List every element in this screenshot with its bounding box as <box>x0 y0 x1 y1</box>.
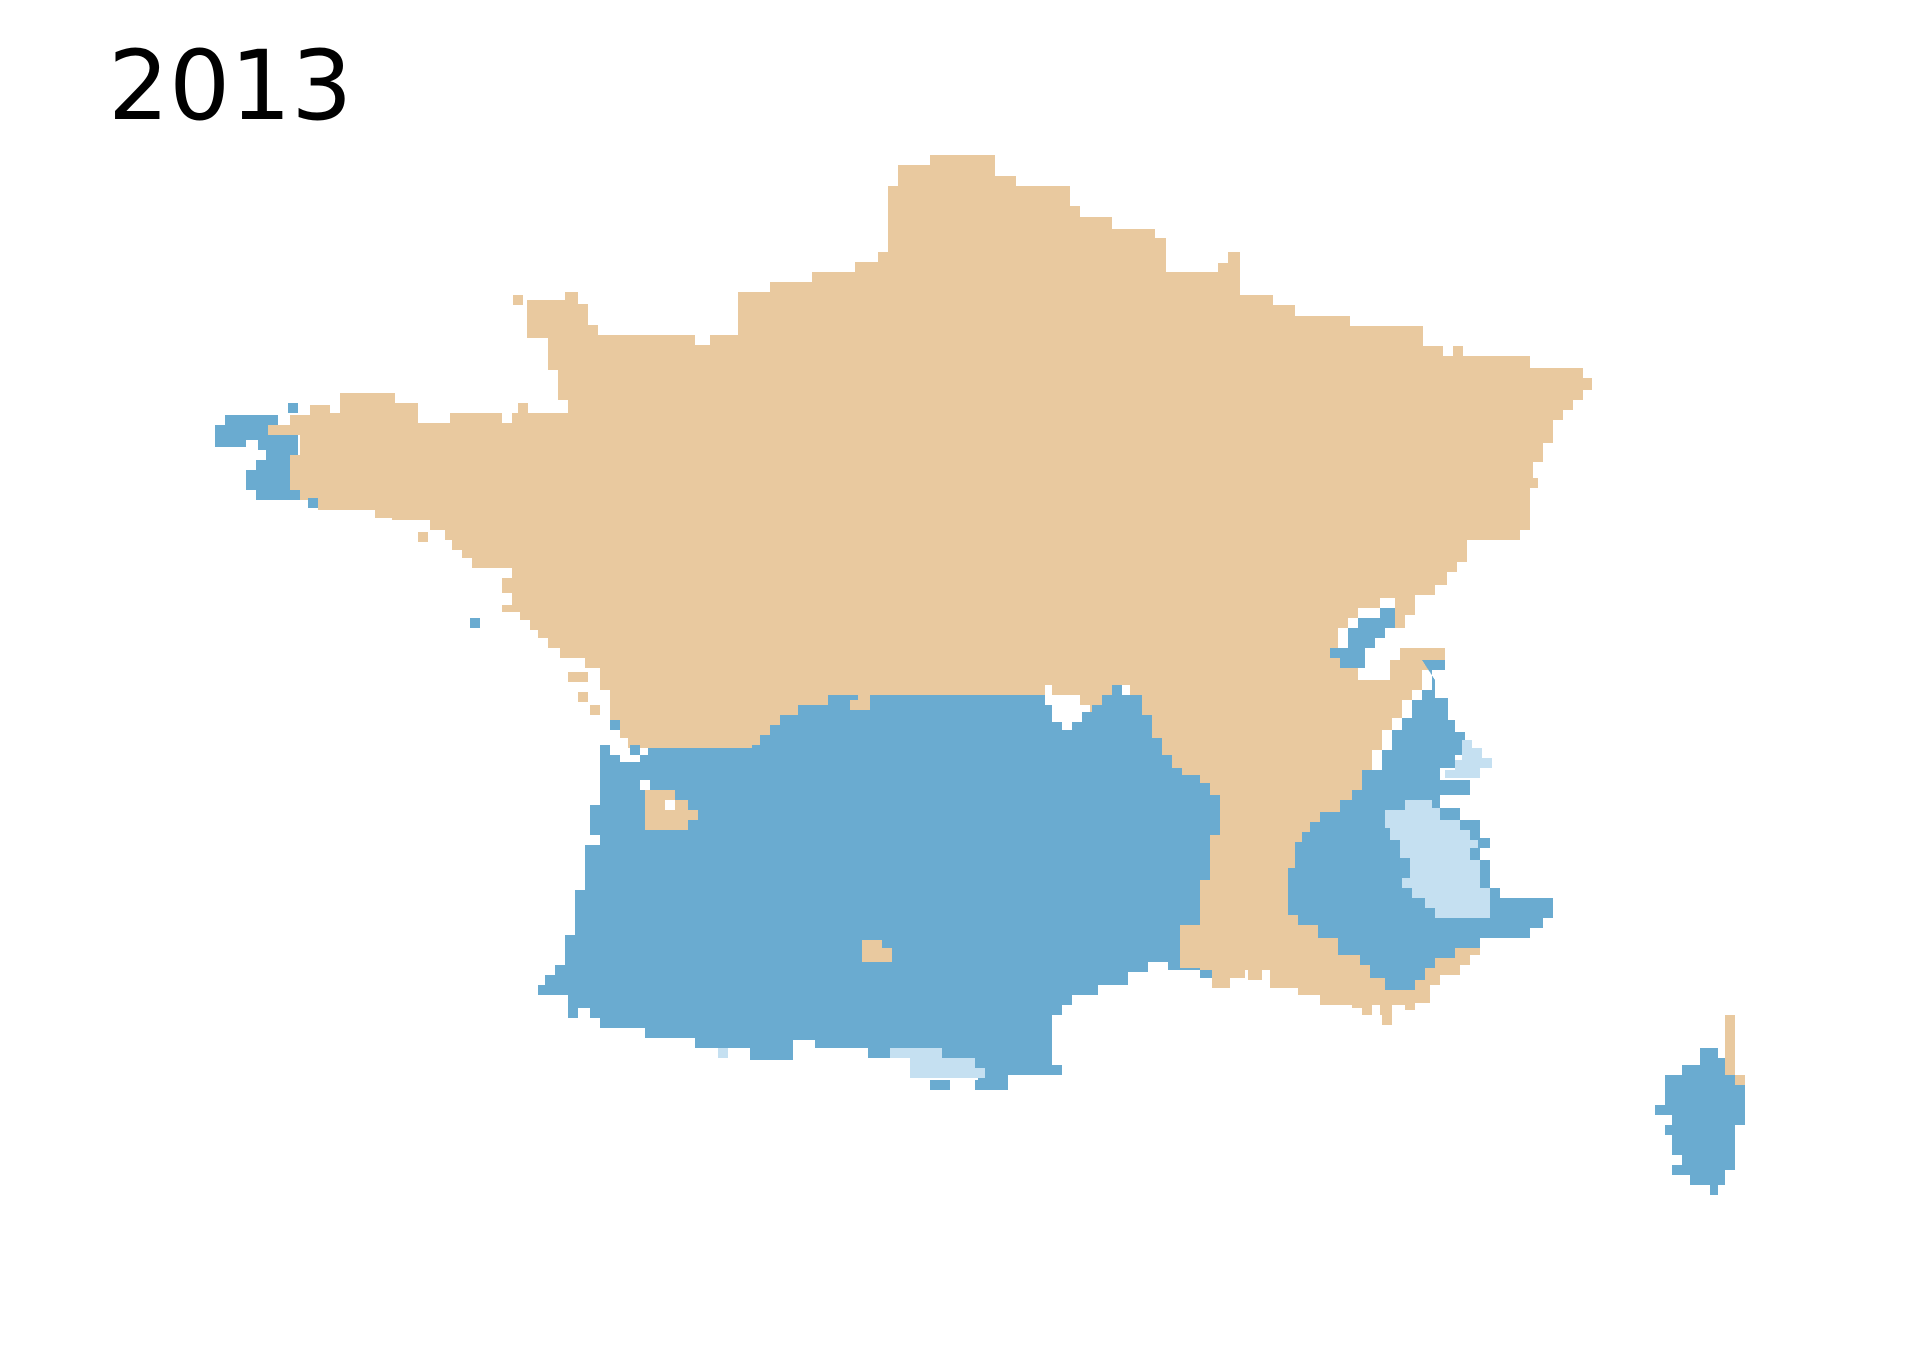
region-southwest <box>538 685 1220 1085</box>
region-mainland <box>268 155 1592 1015</box>
region-pyrenees-high <box>718 1048 985 1078</box>
region-sw-gaps <box>590 730 675 810</box>
region-corsica <box>1655 1048 1745 1195</box>
region-brittany <box>215 403 300 500</box>
year-label: 2013 <box>108 30 353 142</box>
region-alps-high <box>1385 740 1492 918</box>
